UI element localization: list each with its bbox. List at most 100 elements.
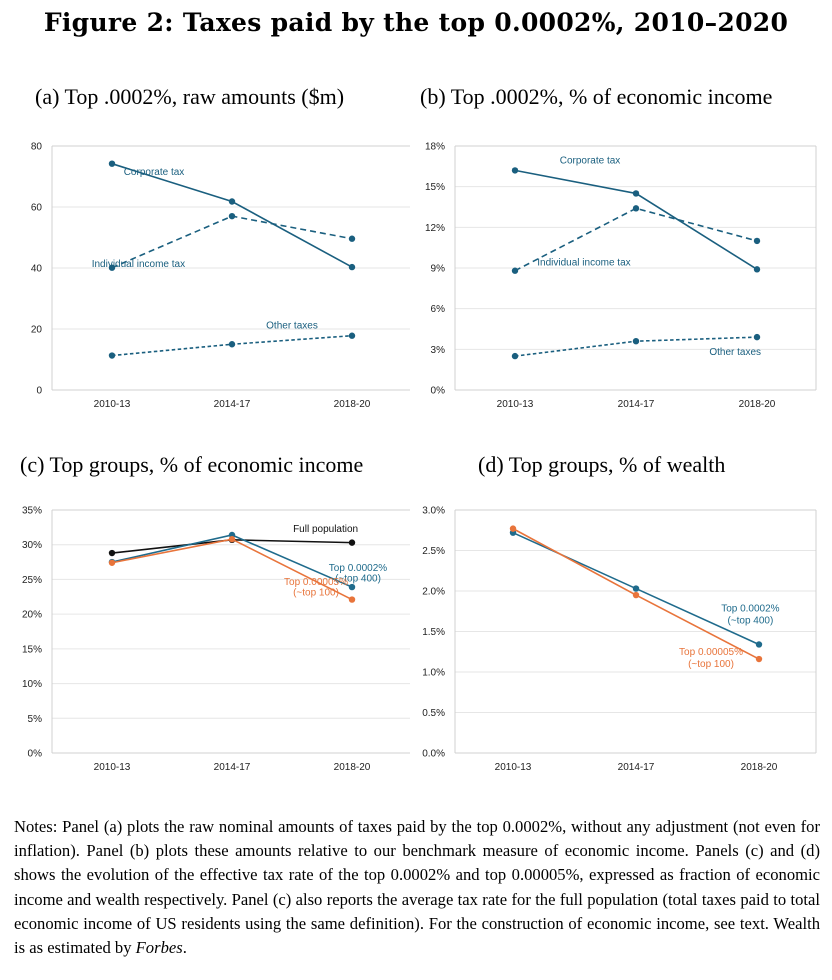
- x-tick-label: 2014-17: [618, 399, 655, 410]
- y-tick-label: 20%: [22, 610, 42, 621]
- x-tick-label: 2018-20: [741, 762, 778, 773]
- data-point: [108, 352, 116, 359]
- x-tick-label: 2014-17: [214, 762, 251, 773]
- data-point: [348, 539, 356, 546]
- y-tick-label: 2.0%: [422, 587, 445, 598]
- panel-a-chart: 0 20 40 60 80 2010-13 2014-17 2018-20 Corporate …: [0, 125, 420, 415]
- panel-d-svg: 0.0% 0.5% 1.0% 1.5% 2.0% 2.5% 3.0% 2010-13 2014-…: [422, 506, 817, 773]
- data-point: [511, 167, 519, 174]
- panel-d-chart: 0.0% 0.5% 1.0% 1.5% 2.0% 2.5% 3.0% 2010-13 2014-…: [410, 495, 832, 780]
- y-tick-label: 40: [31, 264, 43, 275]
- series-annotation: Top 0.00005%: [284, 577, 348, 588]
- y-tick-label: 20: [31, 325, 43, 336]
- x-tick-label: 2018-20: [334, 399, 371, 410]
- series-annotation: Top 0.0002%: [329, 563, 387, 574]
- series-annotation: Individual income tax: [537, 257, 630, 268]
- data-point: [632, 585, 640, 592]
- y-tick-label: 15%: [22, 644, 42, 655]
- series-annotation: (~top 100): [688, 659, 734, 670]
- data-point: [348, 263, 356, 271]
- x-tick-label: 2010-13: [497, 399, 534, 410]
- series-annotation: (~top 400): [335, 574, 381, 585]
- data-point: [228, 198, 236, 205]
- data-point: [228, 212, 236, 220]
- y-tick-label: 60: [31, 203, 43, 214]
- data-point: [632, 591, 640, 599]
- y-tick-label: 3%: [431, 345, 446, 356]
- figure-title: Figure 2: Taxes paid by the top 0.0002%,…: [43, 8, 789, 37]
- y-tick-label: 0%: [431, 386, 446, 397]
- data-point: [753, 237, 761, 245]
- figure-notes: Notes: Panel (a) plots the raw nominal a…: [14, 815, 820, 960]
- y-tick-label: 1.5%: [422, 627, 445, 638]
- y-tick-label: 6%: [431, 304, 446, 315]
- panel-d-title: (d) Top groups, % of wealth: [478, 452, 726, 477]
- x-tick-label: 2014-17: [618, 762, 655, 773]
- data-point: [108, 559, 116, 566]
- data-point: [228, 535, 236, 543]
- y-tick-label: 10%: [22, 679, 42, 690]
- series-line-corporate-tax: [514, 169, 758, 271]
- x-tick-label: 2010-13: [94, 399, 131, 410]
- x-tick-label: 2014-17: [214, 399, 251, 410]
- data-point: [632, 190, 640, 197]
- series-annotation: Corporate tax: [560, 156, 621, 167]
- x-tick-label: 2010-13: [94, 762, 131, 773]
- panel-b-chart: 0% 3% 6% 9% 12% 15% 18% 2010-13 2014-17 2018-20 Co…: [410, 125, 832, 415]
- data-point: [348, 235, 356, 242]
- series-annotation: Top 0.00005%: [679, 647, 743, 658]
- data-point: [753, 333, 761, 341]
- y-tick-label: 2.5%: [422, 546, 445, 557]
- panel-c-title: (c) Top groups, % of economic income: [20, 452, 364, 477]
- series-line-individual-income-tax: [514, 207, 758, 272]
- y-tick-label: 25%: [22, 575, 42, 586]
- y-tick-label: 30%: [22, 540, 42, 551]
- y-tick-label: 5%: [28, 714, 43, 725]
- notes-end: .: [182, 938, 187, 958]
- y-tick-label: 3.0%: [422, 506, 445, 517]
- y-tick-label: 1.0%: [422, 668, 445, 679]
- series-annotation: Corporate tax: [124, 167, 185, 178]
- series-annotation: (~top 100): [293, 587, 339, 598]
- x-tick-label: 2010-13: [495, 762, 532, 773]
- panel-b-title: (b) Top .0002%, % of economic income: [420, 84, 773, 109]
- data-point: [348, 583, 356, 591]
- panel-a-title: (a) Top .0002%, raw amounts ($m): [35, 84, 345, 109]
- data-point: [108, 160, 116, 167]
- data-point: [632, 205, 640, 212]
- notes-text: Notes: Panel (a) plots the raw nominal a…: [14, 817, 820, 958]
- data-point: [511, 352, 519, 360]
- x-tick-label: 2018-20: [334, 762, 371, 773]
- y-tick-label: 0.5%: [422, 708, 445, 719]
- notes-forbes: Forbes: [135, 938, 183, 958]
- y-tick-label: 12%: [425, 223, 445, 234]
- data-point: [511, 267, 519, 274]
- data-point: [755, 641, 763, 648]
- series-annotation: (~top 400): [727, 615, 773, 626]
- series-annotation: Individual income tax: [92, 259, 185, 270]
- data-point: [632, 338, 640, 345]
- panel-c-svg: 0% 5% 10% 15% 20% 25% 30% 35% 2010-13 2014-17 2018…: [22, 506, 413, 773]
- y-tick-label: 80: [31, 142, 43, 153]
- data-point: [348, 332, 356, 339]
- data-point: [108, 264, 116, 271]
- y-tick-label: 15%: [425, 182, 445, 193]
- y-tick-label: 0.0%: [422, 749, 445, 760]
- panel-c-chart: 0% 5% 10% 15% 20% 25% 30% 35% 2010-13 2014-17 2018…: [0, 495, 420, 780]
- panel-b-svg: 0% 3% 6% 9% 12% 15% 18% 2010-13 2014-17 2018-20 Co…: [425, 142, 817, 410]
- series-annotation: Full population: [293, 524, 358, 535]
- panel-a-svg: 0 20 40 60 80 2010-13 2014-17 2018-20 Corporate …: [31, 142, 413, 410]
- series-annotation: Top 0.0002%: [721, 603, 779, 614]
- data-point: [108, 549, 116, 557]
- y-tick-label: 35%: [22, 506, 42, 517]
- series-annotation: Other taxes: [709, 347, 761, 358]
- y-tick-label: 18%: [425, 142, 445, 153]
- x-tick-label: 2018-20: [739, 399, 776, 410]
- y-tick-label: 9%: [431, 264, 446, 275]
- y-tick-label: 0: [36, 386, 42, 397]
- data-point: [509, 525, 517, 532]
- series-annotation: Other taxes: [266, 320, 318, 331]
- data-point: [228, 341, 236, 348]
- y-tick-label: 0%: [28, 749, 43, 760]
- data-point: [753, 266, 761, 273]
